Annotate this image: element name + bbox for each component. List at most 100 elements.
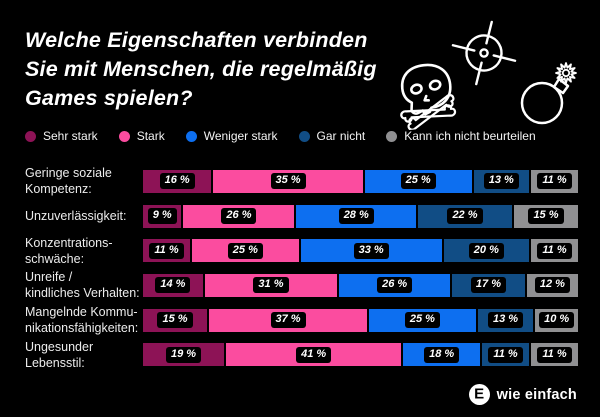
chart-row: Mangelnde Kommu- nikationsfähigkeiten: 15… [25,303,578,338]
legend-dot-icon [25,130,36,142]
row-label: Konzentrations- schwäche: [25,235,113,266]
legend-label: Sehr stark [43,129,98,143]
segment-value-label: 22 % [447,208,483,225]
bar-segment-sehr-stark: 15 % [143,308,208,332]
logo-circle-icon: E [468,384,490,405]
segment-value-label: 13 % [483,173,519,190]
bar-segment-kann-ich-nicht-beurteilen: 12 % [526,273,578,297]
bar-segment-kann-ich-nicht-beurteilen: 11 % [531,239,578,263]
segment-value-label: 37 % [270,312,306,329]
bar-segment-gar-nicht: 20 % [443,239,530,263]
stacked-bar: 11 % 25 % 33 % 20 % 11 % [143,239,578,263]
bar-segment-stark: 26 % [183,204,295,228]
segment-value-label: 26 % [221,208,257,225]
logo-letter: E [474,385,485,403]
row-label: Unreife / kindliches Verhalten: [25,270,140,301]
segment-value-label: 14 % [155,277,191,294]
bar-segment-kann-ich-nicht-beurteilen: 11 % [531,343,578,367]
segment-value-label: 20 % [468,242,504,259]
bar-segment-stark: 41 % [226,343,402,367]
legend: Sehr stark Stark Weniger stark Gar nicht Kan… [25,130,536,142]
bar-segment-sehr-stark: 11 % [143,239,190,263]
bar-segment-gar-nicht: 11 % [482,343,530,367]
bomb-icon [513,61,591,125]
bar-segment-weniger-stark: 25 % [369,308,476,332]
stacked-bar: 14 % 31 % 26 % 17 % 12 % [143,273,578,297]
segment-value-label: 11 % [149,242,184,259]
chart-row: Ungesunder Lebensstil: 19 % 41 % 18 % 11 % 11… [25,337,578,372]
bar-segment-sehr-stark: 19 % [143,343,225,367]
logo-text: wie einfach [496,386,577,403]
row-label: Unzuverlässigkeit: [25,209,127,224]
legend-label: Weniger stark [203,129,278,143]
segment-value-label: 10 % [539,312,575,329]
legend-item-kann-ich-nicht-beurteilen: Kann ich nicht beurteilen [386,129,536,143]
bar-segment-sehr-stark: 9 % [143,204,182,228]
bar-segment-kann-ich-nicht-beurteilen: 11 % [531,169,578,193]
segment-value-label: 31 % [253,277,289,294]
segment-value-label: 25 % [404,312,440,329]
bar-segment-weniger-stark: 28 % [296,204,417,228]
bar-segment-weniger-stark: 33 % [300,239,442,263]
stacked-bar: 16 % 35 % 25 % 13 % 11 % [143,169,578,193]
bar-segment-weniger-stark: 26 % [339,273,451,297]
segment-value-label: 15 % [157,312,193,329]
chart-row: Konzentrations- schwäche: 11 % 25 % 33 % 20 … [25,233,578,268]
crosshair-icon [447,16,521,90]
segment-value-label: 11 % [537,242,572,259]
page-title: Welche Eigenschaften verbinden Sie mit M… [25,28,377,110]
legend-item-stark: Stark [118,129,165,143]
stacked-bar: 15 % 37 % 25 % 13 % 10 % [143,308,578,332]
brand-logo: E wie einfach [468,384,577,405]
bar-segment-stark: 35 % [213,169,363,193]
segment-value-label: 26 % [377,277,413,294]
segment-value-label: 11 % [537,346,572,363]
legend-item-sehr-stark: Sehr stark [25,130,98,142]
segment-value-label: 25 % [400,173,436,190]
segment-value-label: 13 % [488,312,524,329]
bar-segment-sehr-stark: 14 % [143,273,203,297]
segment-value-label: 17 % [470,277,506,294]
bar-segment-sehr-stark: 16 % [143,169,212,193]
legend-dot-icon [185,130,197,142]
segment-value-label: 9 % [147,208,177,225]
bar-segment-weniger-stark: 25 % [364,169,472,193]
legend-label: Kann ich nicht beurteilen [404,129,536,143]
chart-row: Unreife / kindliches Verhalten: 14 % 31 % 2… [25,268,578,303]
bar-segment-gar-nicht: 13 % [477,308,534,332]
segment-value-label: 25 % [227,242,263,259]
bar-segment-stark: 25 % [191,239,299,263]
bar-segment-stark: 31 % [204,273,338,297]
legend-item-weniger-stark: Weniger stark [185,129,278,143]
bar-segment-gar-nicht: 17 % [452,273,525,297]
legend-dot-icon [298,130,310,142]
segment-value-label: 41 % [296,346,332,363]
segment-value-label: 11 % [488,346,523,363]
segment-value-label: 11 % [537,173,572,190]
segment-value-label: 28 % [338,208,374,225]
chart-rows: Geringe soziale Kompetenz: 16 % 35 % 25 % 13… [25,164,578,372]
bar-segment-stark: 37 % [209,308,368,332]
legend-dot-icon [386,130,398,142]
stacked-bar: 9 % 26 % 28 % 22 % 15 % [143,204,578,228]
segment-value-label: 16 % [159,173,195,190]
row-label: Ungesunder Lebensstil: [25,339,94,370]
legend-label: Stark [136,129,165,143]
bar-segment-kann-ich-nicht-beurteilen: 10 % [535,308,578,332]
legend-item-gar-nicht: Gar nicht [298,129,366,143]
bar-segment-weniger-stark: 18 % [403,343,481,367]
segment-value-label: 35 % [270,173,306,190]
segment-value-label: 19 % [166,346,202,363]
bar-segment-kann-ich-nicht-beurteilen: 15 % [513,204,578,228]
bar-segment-gar-nicht: 22 % [418,204,512,228]
row-label: Mangelnde Kommu- nikationsfähigkeiten: [25,305,139,336]
legend-dot-icon [118,130,130,142]
chart-row: Unzuverlässigkeit: 9 % 26 % 28 % 22 % 15 % [25,199,578,234]
legend-label: Gar nicht [316,129,366,143]
segment-value-label: 12 % [534,277,570,294]
segment-value-label: 33 % [353,242,389,259]
chart-row: Geringe soziale Kompetenz: 16 % 35 % 25 % 13… [25,164,578,199]
skull-crossbones-icon [394,60,460,131]
stacked-bar: 19 % 41 % 18 % 11 % 11 % [143,343,578,367]
